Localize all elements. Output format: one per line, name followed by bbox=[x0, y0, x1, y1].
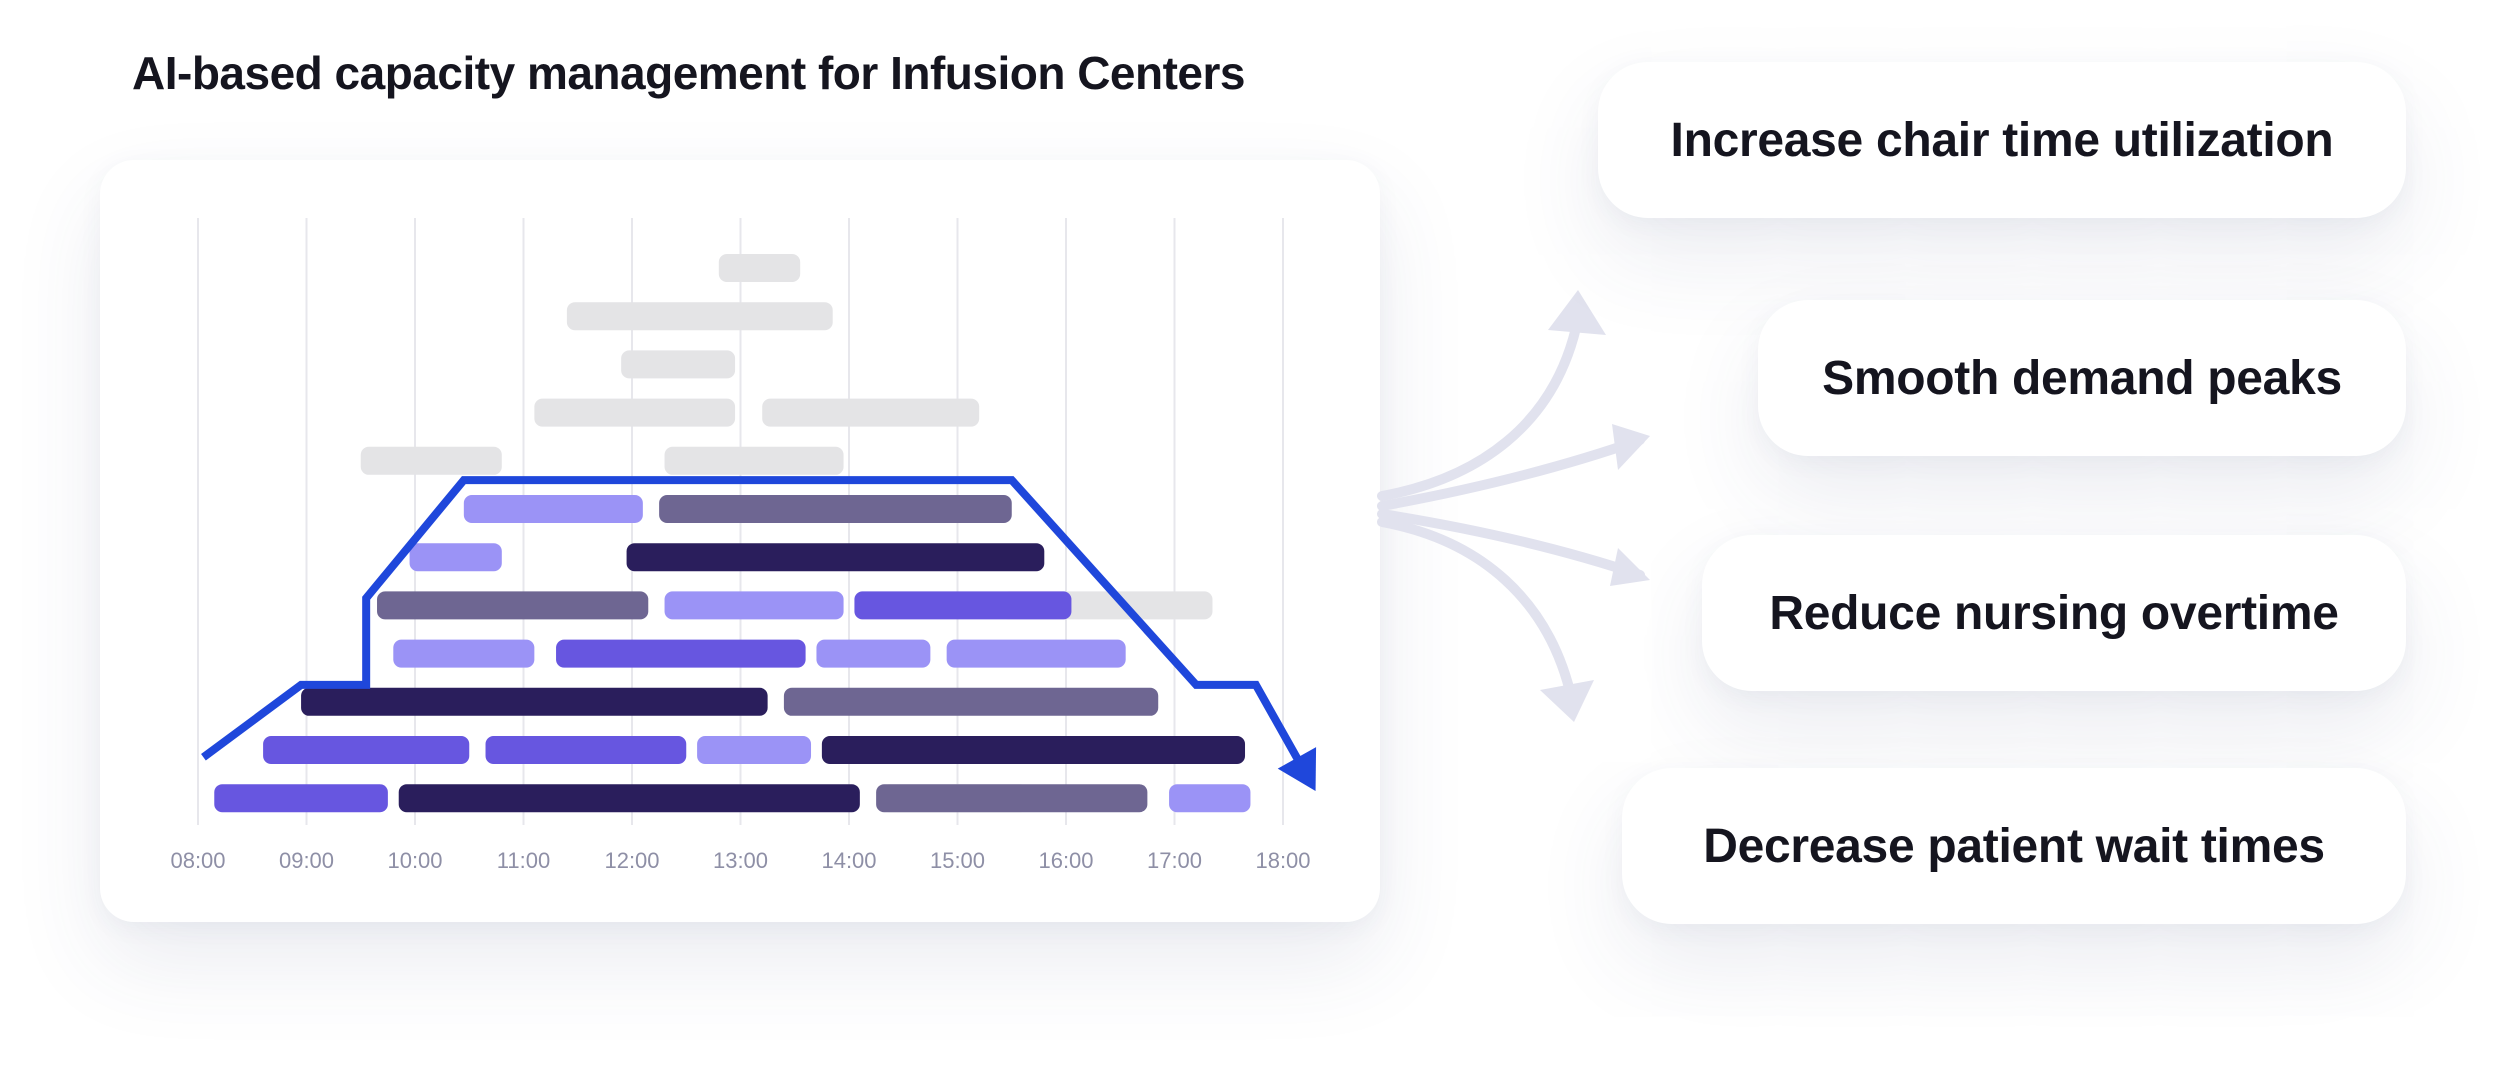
appointment-bar-light bbox=[1169, 784, 1251, 813]
appointment-bar-dark bbox=[398, 784, 860, 813]
x-tick-label: 18:00 bbox=[1255, 848, 1310, 873]
appointment-bar-medium bbox=[214, 784, 388, 813]
appointment-bar-dark bbox=[626, 543, 1045, 572]
scheduled-bars bbox=[214, 495, 1251, 813]
arrowhead-peaks bbox=[1612, 424, 1650, 470]
appointment-bar-medium bbox=[263, 736, 470, 764]
x-tick-label: 11:00 bbox=[497, 848, 550, 873]
benefit-smooth-peaks: Smooth demand peaks bbox=[1758, 300, 2406, 456]
x-tick-label: 14:00 bbox=[821, 848, 876, 873]
appointment-bar-medium bbox=[556, 639, 806, 668]
benefit-label: Reduce nursing overtime bbox=[1769, 586, 2339, 640]
unscheduled-bar bbox=[762, 398, 980, 427]
x-tick-label: 09:00 bbox=[279, 848, 334, 873]
appointment-bar-light bbox=[816, 639, 931, 668]
x-tick-label: 16:00 bbox=[1038, 848, 1093, 873]
appointment-bar-light bbox=[409, 543, 502, 572]
appointment-bar-slate bbox=[876, 784, 1148, 813]
chart-title: AI-based capacity management for Infusio… bbox=[132, 47, 1246, 99]
unscheduled-bar bbox=[360, 446, 502, 475]
unscheduled-bar bbox=[534, 398, 736, 427]
x-tick-label: 17:00 bbox=[1147, 848, 1202, 873]
benefit-label: Smooth demand peaks bbox=[1822, 351, 2342, 405]
appointment-bar-medium bbox=[854, 591, 1072, 620]
arrow-to-peaks bbox=[1377, 435, 1645, 511]
arrow-to-utilization bbox=[1377, 303, 1585, 501]
x-axis-ticks: 08:00 09:00 10:00 11:00 12:00 13:00 14:00 15:00… bbox=[170, 848, 1310, 873]
arrowhead-utilization bbox=[1548, 290, 1606, 335]
capacity-line-group bbox=[201, 476, 1317, 791]
benefit-chair-utilization: Increase chair time utilization bbox=[1598, 62, 2406, 218]
benefit-label: Decrease patient wait times bbox=[1703, 819, 2325, 873]
benefit-nursing-overtime: Reduce nursing overtime bbox=[1702, 535, 2406, 691]
x-tick-label: 08:00 bbox=[170, 848, 225, 873]
x-tick-label: 12:00 bbox=[604, 848, 659, 873]
unscheduled-bars bbox=[360, 254, 1213, 813]
benefit-arrows bbox=[1377, 290, 1650, 722]
appointment-bar-light bbox=[697, 736, 812, 764]
unscheduled-bar bbox=[718, 254, 801, 282]
appointment-bar-light bbox=[664, 591, 844, 620]
arrow-to-wait-times bbox=[1377, 517, 1577, 705]
appointment-bar-slate bbox=[377, 591, 649, 620]
arrowhead-overtime bbox=[1610, 548, 1650, 586]
arrow-to-overtime bbox=[1377, 509, 1645, 580]
x-tick-label: 15:00 bbox=[930, 848, 985, 873]
appointment-bar-light bbox=[463, 495, 643, 523]
capacity-line bbox=[201, 476, 1303, 764]
arrowhead-wait-times bbox=[1540, 680, 1594, 722]
appointment-bar-light bbox=[393, 639, 535, 668]
benefit-label: Increase chair time utilization bbox=[1670, 113, 2334, 167]
x-tick-label: 13:00 bbox=[713, 848, 768, 873]
appointment-bar-dark bbox=[301, 687, 768, 716]
unscheduled-bar bbox=[664, 446, 844, 475]
unscheduled-bar bbox=[566, 302, 833, 331]
x-tick-label: 10:00 bbox=[387, 848, 442, 873]
appointment-bar-light bbox=[946, 639, 1126, 668]
unscheduled-bar bbox=[621, 350, 736, 379]
benefit-patient-wait: Decrease patient wait times bbox=[1622, 768, 2406, 924]
appointment-bar-medium bbox=[485, 736, 687, 764]
appointment-bar-slate bbox=[659, 495, 1012, 523]
capacity-line-arrowhead bbox=[1277, 747, 1317, 791]
appointment-bar-slate bbox=[783, 687, 1159, 716]
appointment-bar-dark bbox=[821, 736, 1246, 764]
